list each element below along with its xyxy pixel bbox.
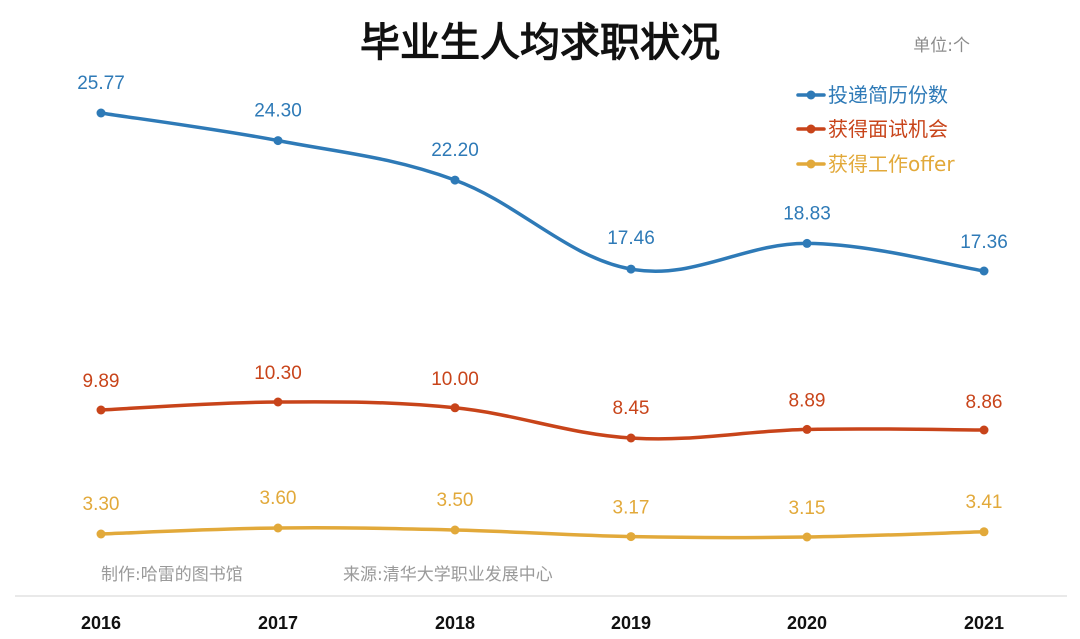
data-point-s2-2018	[450, 403, 460, 413]
data-label-s2-2021: 8.86	[966, 392, 1003, 413]
x-axis-ticks: 2016 2017 2018 2019 2020 2021	[81, 613, 1004, 633]
data-point-s1-2019	[626, 264, 636, 274]
data-label-s1-2020: 18.83	[783, 203, 831, 224]
maker-credit: 制作:哈雷的图书馆	[101, 565, 243, 585]
data-point-s1-2018	[450, 175, 460, 185]
data-point-s3-2016	[96, 529, 106, 539]
data-point-s3-2017	[273, 523, 283, 533]
series-lines	[99, 111, 986, 540]
data-label-s1-2017: 24.30	[254, 101, 302, 122]
legend-label-3: 获得工作offer	[828, 152, 955, 176]
data-label-s2-2017: 10.30	[254, 363, 302, 384]
data-label-s3-2018: 3.50	[437, 490, 474, 511]
data-label-s2-2019: 8.45	[613, 398, 650, 419]
x-tick-2016: 2016	[81, 613, 121, 633]
x-tick-2017: 2017	[258, 613, 298, 633]
data-point-s3-2018	[450, 525, 460, 535]
data-label-s2-2016: 9.89	[83, 371, 120, 392]
data-label-s1-2018: 22.20	[431, 140, 479, 161]
data-labels: 25.77 24.30 22.20 17.46 18.83 17.36 9.89 10.30 1…	[77, 73, 1008, 519]
source-credit: 来源:清华大学职业发展中心	[343, 565, 553, 585]
data-point-s2-2019	[626, 433, 636, 443]
data-label-s3-2019: 3.17	[613, 498, 650, 519]
data-point-s1-2016	[96, 108, 106, 118]
data-point-s1-2017	[273, 136, 283, 146]
data-point-s3-2020	[802, 532, 812, 542]
data-point-s3-2019	[626, 532, 636, 542]
data-point-s2-2017	[273, 397, 283, 407]
series-points	[96, 108, 989, 542]
data-point-s3-2021	[979, 527, 989, 537]
data-label-s3-2017: 3.60	[260, 488, 297, 509]
series-line-3	[99, 526, 986, 540]
data-label-s1-2016: 25.77	[77, 73, 125, 94]
data-point-s2-2020	[802, 424, 812, 434]
x-tick-2019: 2019	[611, 613, 651, 633]
data-point-s2-2021	[979, 425, 989, 435]
data-point-s1-2020	[802, 238, 812, 248]
legend-swatch-dot-1	[806, 90, 816, 100]
data-label-s2-2018: 10.00	[431, 369, 479, 390]
legend-swatch-dot-3	[806, 159, 816, 169]
data-point-s2-2016	[96, 405, 106, 415]
data-label-s1-2019: 17.46	[607, 228, 655, 249]
data-label-s1-2021: 17.36	[960, 232, 1008, 253]
series-line-2	[99, 400, 986, 441]
legend-label-1: 投递简历份数	[828, 83, 948, 107]
data-label-s3-2021: 3.41	[966, 492, 1003, 513]
unit-label: 单位:个	[913, 36, 970, 56]
data-label-s3-2020: 3.15	[789, 498, 826, 519]
chart-title: 毕业生人均求职状况	[360, 20, 720, 66]
x-tick-2020: 2020	[787, 613, 827, 633]
data-label-s2-2020: 8.89	[789, 390, 826, 411]
series-line-1	[99, 111, 986, 273]
x-tick-2018: 2018	[435, 613, 475, 633]
legend-swatch-dot-2	[806, 124, 816, 134]
data-label-s3-2016: 3.30	[83, 494, 120, 515]
legend-label-2: 获得面试机会	[828, 117, 948, 141]
x-tick-2021: 2021	[964, 613, 1004, 633]
data-point-s1-2021	[979, 266, 989, 276]
